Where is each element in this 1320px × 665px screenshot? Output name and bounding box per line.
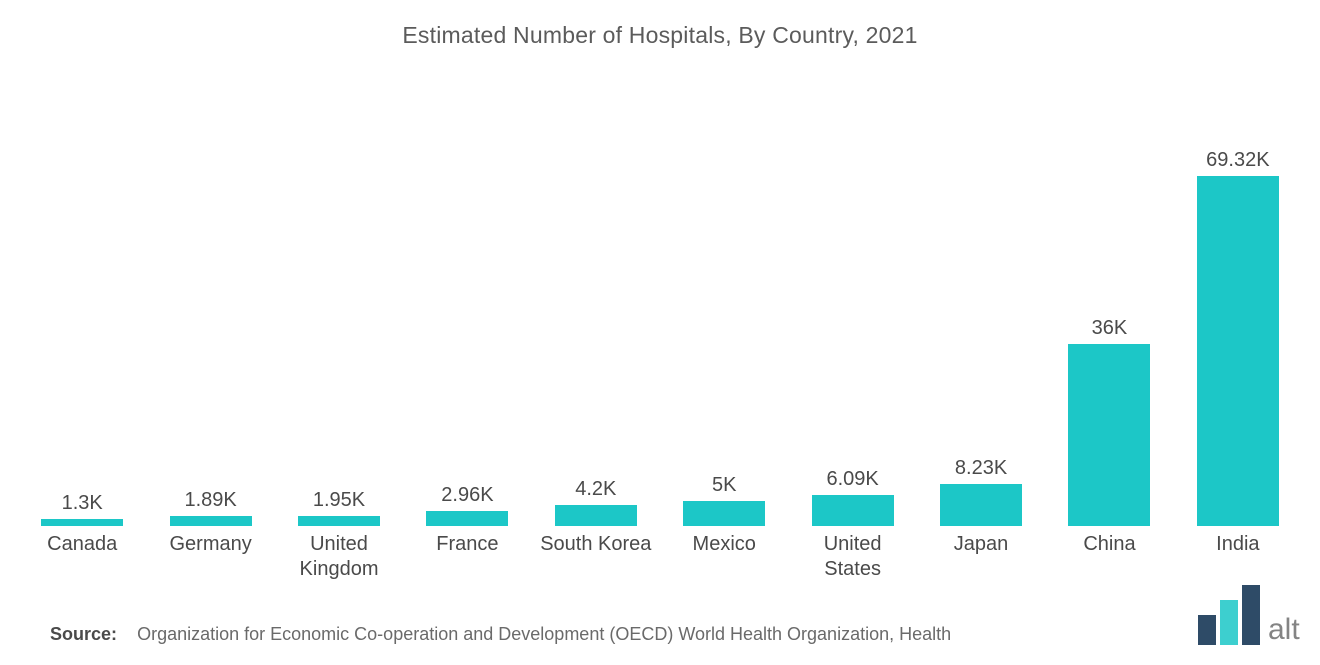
bar [683,501,765,526]
bar-value-label: 6.09K [827,468,879,491]
bar-group: 2.96K [409,79,525,526]
bar-value-label: 4.2K [575,478,616,501]
bar-group: 1.95K [281,79,397,526]
bar [426,511,508,526]
bar-value-label: 1.95K [313,489,365,512]
bar-value-label: 8.23K [955,457,1007,480]
bar-value-label: 1.3K [62,492,103,515]
bar-group: 36K [1051,79,1167,526]
bar-value-label: 36K [1092,317,1128,340]
bar-value-label: 2.96K [441,484,493,507]
source-text: Organization for Economic Co-operation a… [137,624,951,644]
bar-group: 4.2K [538,79,654,526]
x-axis-label: United States [794,532,910,608]
x-axis-label: France [409,532,525,608]
bar [940,484,1022,526]
bar-group: 5K [666,79,782,526]
bar [1068,344,1150,526]
bar [1197,176,1279,526]
source-line: Source: Organization for Economic Co-ope… [0,608,1320,665]
plot-area: 1.3K 1.89K 1.95K 2.96K 4.2K 5K 6.09K 8.23K 36K 69… [0,49,1320,526]
bar-group: 1.3K [24,79,140,526]
source-label: Source: [50,624,117,644]
bar-group: 6.09K [794,79,910,526]
chart-container: Estimated Number of Hospitals, By Countr… [0,0,1320,665]
bar-value-label: 1.89K [184,489,236,512]
svg-text:alt: alt [1268,613,1300,646]
x-axis-labels: CanadaGermanyUnited KingdomFranceSouth K… [0,526,1320,608]
bar [170,516,252,526]
bar-group: 69.32K [1180,79,1296,526]
bar-value-label: 5K [712,474,736,497]
bar [812,495,894,526]
x-axis-label: Japan [923,532,1039,608]
chart-title: Estimated Number of Hospitals, By Countr… [0,0,1320,49]
x-axis-label: Canada [24,532,140,608]
x-axis-label: Germany [152,532,268,608]
bar-group: 8.23K [923,79,1039,526]
x-axis-label: Mexico [666,532,782,608]
bar [555,505,637,526]
bar-value-label: 69.32K [1206,149,1269,172]
x-axis-label: South Korea [538,532,654,608]
watermark-logo: alt [1190,585,1320,655]
bar-group: 1.89K [152,79,268,526]
x-axis-label: United Kingdom [281,532,397,608]
x-axis-label: China [1051,532,1167,608]
bar [298,516,380,526]
